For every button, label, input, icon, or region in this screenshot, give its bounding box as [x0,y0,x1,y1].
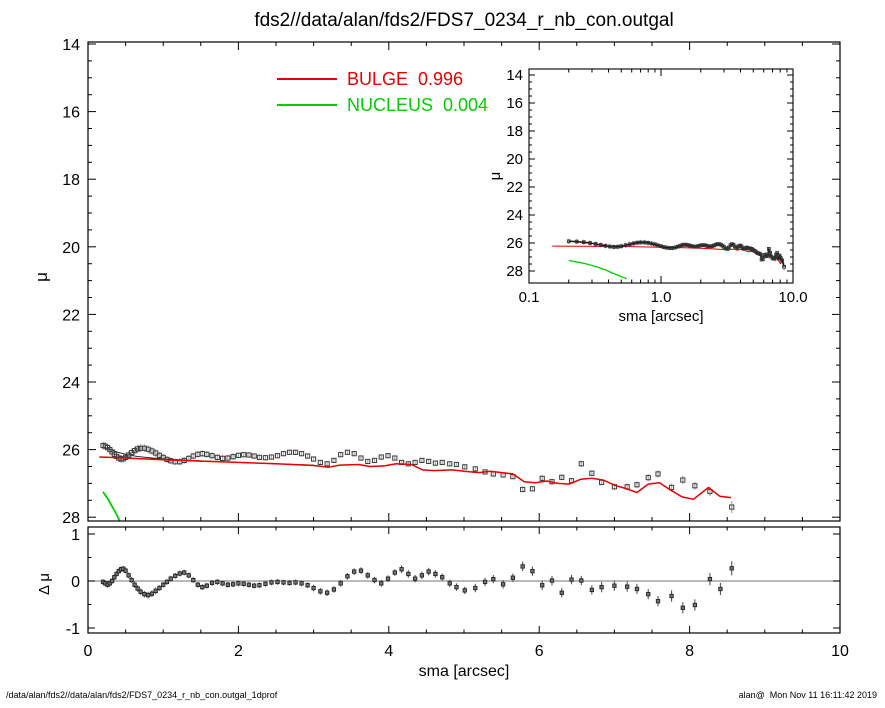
svg-text:0: 0 [71,574,80,591]
residual-data [100,561,734,614]
main-panel-data [99,441,735,521]
svg-text:2: 2 [234,643,243,660]
svg-text:18: 18 [62,172,80,189]
svg-text:28: 28 [506,263,523,280]
svg-text:22: 22 [62,307,80,324]
nucleus-legend-label: NUCLEUS 0.004 [347,94,489,115]
svg-text:-1: -1 [66,621,80,638]
footer-user-timestamp: alan@ Mon Nov 11 16:11:42 2019 [738,690,877,700]
svg-text:0.1: 0.1 [519,289,540,306]
svg-text:24: 24 [506,207,523,224]
svg-text:18: 18 [506,123,523,140]
svg-text:28: 28 [62,510,80,527]
svg-text:16: 16 [62,105,80,122]
inset-data [552,238,786,280]
svg-text:0: 0 [84,643,93,660]
svg-text:22: 22 [506,179,523,196]
svg-text:8: 8 [685,643,694,660]
page-title: fds2//data/alan/fds2/FDS7_0234_r_nb_con.… [254,10,674,31]
svg-text:26: 26 [506,235,523,252]
svg-text:24: 24 [62,375,80,392]
nucleus-line-swatch [277,104,337,106]
svg-text:14: 14 [62,37,80,54]
svg-text:Δ μ: Δ μ [36,573,53,595]
svg-text:μ: μ [487,172,504,181]
footer-output-path: /data/alan/fds2//data/alan/fds2/FDS7_023… [6,690,278,700]
svg-text:10.0: 10.0 [778,289,807,306]
svg-text:20: 20 [506,151,523,168]
svg-text:6: 6 [535,643,544,660]
svg-text:26: 26 [62,443,80,460]
svg-text:20: 20 [62,240,80,257]
svg-text:1: 1 [71,527,80,544]
svg-text:10: 10 [831,643,849,660]
bulge-legend-label: BULGE 0.996 [347,68,464,89]
svg-text:4: 4 [384,643,393,660]
svg-text:sma [arcsec]: sma [arcsec] [618,308,703,325]
bulge-line-swatch [277,78,337,80]
main-panel-frame: 14 16 18 20 22 24 26 28 μ [32,37,841,527]
svg-text:14: 14 [506,67,523,84]
svg-text:μ: μ [32,272,51,282]
svg-text:sma [arcsec]: sma [arcsec] [419,663,510,680]
inset-panel: 0.1 1.0 10.0 14 16 18 20 22 24 26 28 sma [arcsec] μ [487,67,808,325]
svg-text:16: 16 [506,95,523,112]
legend-item-nucleus: NUCLEUS 0.004 [277,92,488,118]
svg-text:1.0: 1.0 [651,289,672,306]
legend: BULGE 0.996 NUCLEUS 0.004 [277,66,488,118]
legend-item-bulge: BULGE 0.996 [277,66,488,92]
